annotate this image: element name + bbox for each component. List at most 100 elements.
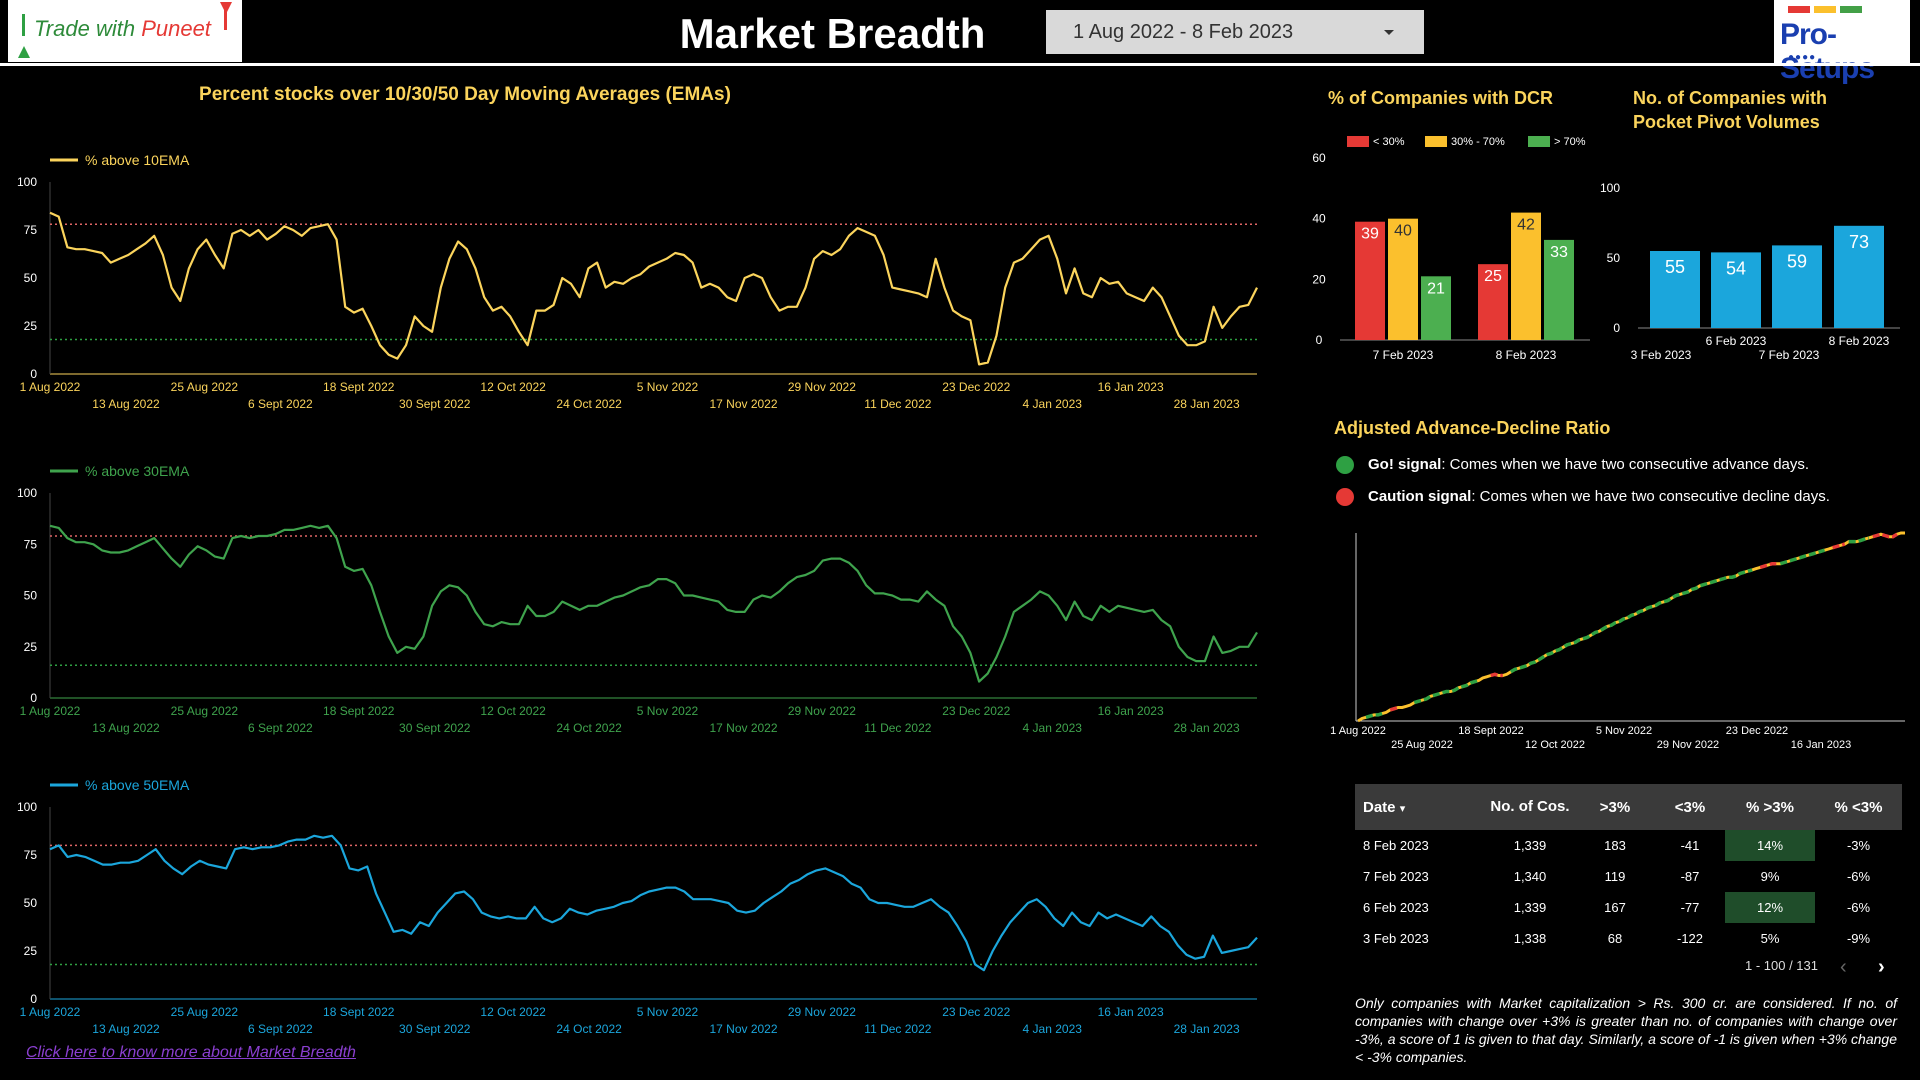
series-line <box>49 211 1258 366</box>
chevron-down-icon <box>1384 30 1394 35</box>
x-tick-label: 11 Dec 2022 <box>864 721 931 735</box>
sort-desc-icon[interactable]: ▾ <box>1399 802 1406 815</box>
y-tick-label: 50 <box>24 589 38 603</box>
x-tick-label: 16 Jan 2023 <box>1791 739 1852 751</box>
x-tick-label: 12 Oct 2022 <box>480 704 546 718</box>
x-tick-label: 6 Sept 2022 <box>248 721 313 735</box>
bar-value-label: 54 <box>1726 258 1746 278</box>
legend-label: % above 10EMA <box>85 152 190 168</box>
table-cell: -3% <box>1846 838 1871 853</box>
table-cell: 1,340 <box>1513 869 1547 884</box>
caution-signal-segment <box>1389 705 1399 712</box>
caution-signal-segment <box>1490 672 1503 678</box>
x-tick-label: 1 Aug 2022 <box>20 704 81 718</box>
table-cell: 9% <box>1760 869 1780 884</box>
column-header[interactable]: % >3% <box>1725 784 1815 830</box>
chevron-right-icon[interactable]: › <box>1878 956 1885 978</box>
column-header[interactable]: No. of Cos. <box>1485 784 1575 830</box>
bar-value-label: 55 <box>1665 257 1685 277</box>
logo-bar-1 <box>1814 6 1836 13</box>
bar <box>1421 276 1451 340</box>
bar <box>1772 245 1822 328</box>
y-tick-label: 100 <box>1600 181 1620 195</box>
legend-label: % above 50EMA <box>85 777 190 793</box>
table-cell: 12% <box>1725 892 1815 923</box>
table-cell: 6 Feb 2023 <box>1363 900 1429 915</box>
advance-decline-table: Date ▾ No. of Cos. >3% <3%% >3%% <3% 8 Feb … <box>1355 784 1902 954</box>
x-tick-label: 17 Nov 2022 <box>709 1022 777 1036</box>
dcr-title: % of Companies with DCR <box>1328 88 1554 108</box>
bar-value-label: 25 <box>1484 268 1502 285</box>
x-tick-label: 17 Nov 2022 <box>709 721 777 735</box>
x-tick-label: 12 Oct 2022 <box>480 1005 546 1019</box>
x-tick-label: 16 Jan 2023 <box>1098 1005 1164 1019</box>
go-signal-segment <box>1413 678 1480 705</box>
logo-dots: ●●●● <box>1788 52 1817 63</box>
x-tick-label: 24 Oct 2022 <box>556 397 622 411</box>
table-cell: 14% <box>1725 830 1815 861</box>
x-tick-label: 30 Sept 2022 <box>399 721 471 735</box>
legend-swatch <box>1347 136 1369 147</box>
date-range-select[interactable]: 1 Aug 2022 - 8 Feb 2023 <box>1046 10 1424 54</box>
column-header[interactable]: <3% <box>1655 784 1725 830</box>
logo-bar-2 <box>1840 6 1862 13</box>
y-tick-label: 60 <box>1312 151 1326 165</box>
y-tick-label: 25 <box>24 319 38 333</box>
y-tick-label: 50 <box>1607 251 1621 265</box>
x-tick-label: 11 Dec 2022 <box>864 1022 931 1036</box>
caution-signal-segment <box>1872 532 1898 539</box>
y-tick-label: 0 <box>30 691 37 705</box>
x-tick-label: 13 Aug 2022 <box>92 721 160 735</box>
x-tick-label: 23 Dec 2022 <box>942 1005 1010 1019</box>
x-tick-label: 28 Jan 2023 <box>1174 397 1240 411</box>
chevron-left-icon[interactable]: ‹ <box>1840 956 1847 978</box>
pro-setups-logo[interactable]: Pro-Setups ●●●● <box>1774 0 1910 85</box>
y-tick-label: 100 <box>17 486 37 500</box>
column-header[interactable]: >3% <box>1575 784 1655 830</box>
go-signal-label: Go! signal <box>1368 456 1442 473</box>
go-signal-text: : Comes when we have two consecutive adv… <box>1441 456 1810 473</box>
series-line <box>1357 531 1905 723</box>
date-column-header[interactable]: Date ▾ <box>1355 784 1485 830</box>
trade-with-puneet-logo[interactable]: Trade with Puneet <box>8 0 242 62</box>
adr-line-chart: 1 Aug 2022 18 Sept 2022 5 Nov 2022 23 Dec 2… <box>1330 531 1905 751</box>
caution-signal-label: Caution signal <box>1368 488 1472 505</box>
table-cell: 5% <box>1760 931 1780 946</box>
column-header[interactable]: % <3% <box>1815 784 1902 830</box>
x-tick-label: 25 Aug 2022 <box>171 380 239 394</box>
ema-panel-0: % above 10EMA 100 75 50 25 01 Aug 2022 25 Aug … <box>17 152 1258 411</box>
ema-panel-2: % above 50EMA 100 75 50 25 01 Aug 2022 25 Aug … <box>17 777 1258 1036</box>
bar <box>1388 218 1418 340</box>
table-cell: -122 <box>1676 931 1704 946</box>
bar <box>1650 251 1700 328</box>
footnote: Only companies with Market capitalizatio… <box>1355 995 1897 1065</box>
arrow-up-icon <box>18 46 30 58</box>
x-tick-label: 16 Jan 2023 <box>1098 380 1164 394</box>
table-cell: -77 <box>1680 900 1700 915</box>
bar <box>1511 212 1541 340</box>
bar <box>1544 239 1574 340</box>
caution-signal-text: : Comes when we have two consecutive dec… <box>1471 488 1830 505</box>
x-tick-label: 28 Jan 2023 <box>1174 1022 1240 1036</box>
left-logo-text: Trade with Puneet <box>34 16 211 41</box>
legend-swatch <box>1425 136 1447 147</box>
legend-label: > 70% <box>1554 136 1586 148</box>
table-cell: 167 <box>1604 900 1626 915</box>
x-tick-label: 1 Aug 2022 <box>1330 725 1386 737</box>
market-breadth-info-link[interactable]: Click here to know more about Market Bre… <box>26 1044 356 1061</box>
x-tick-label: 6 Sept 2022 <box>248 397 313 411</box>
x-tick-label: 7 Feb 2023 <box>1373 348 1434 362</box>
table-cell: -6% <box>1846 869 1871 884</box>
logo-color-bars <box>1788 6 1862 13</box>
x-tick-label: 17 Nov 2022 <box>709 397 777 411</box>
caution-signal-legend: Caution signal: Comes when we have two c… <box>1336 488 1830 507</box>
x-tick-label: 24 Oct 2022 <box>556 1022 622 1036</box>
y-tick-label: 100 <box>17 175 37 189</box>
page-title: Market Breadth <box>679 10 986 57</box>
table-row: 3 Feb 2023 1,338 68 -122 5% -9% <box>1355 923 1902 954</box>
pocket-pivot-title: No. of Companies with Pocket Pivot Volum… <box>1633 86 1827 134</box>
table-cell: 1,338 <box>1513 931 1547 946</box>
x-tick-label: 24 Oct 2022 <box>556 721 622 735</box>
y-tick-label: 20 <box>1312 272 1326 286</box>
table-header-row: Date ▾ No. of Cos. >3% <3%% >3%% <3% <box>1355 784 1902 830</box>
